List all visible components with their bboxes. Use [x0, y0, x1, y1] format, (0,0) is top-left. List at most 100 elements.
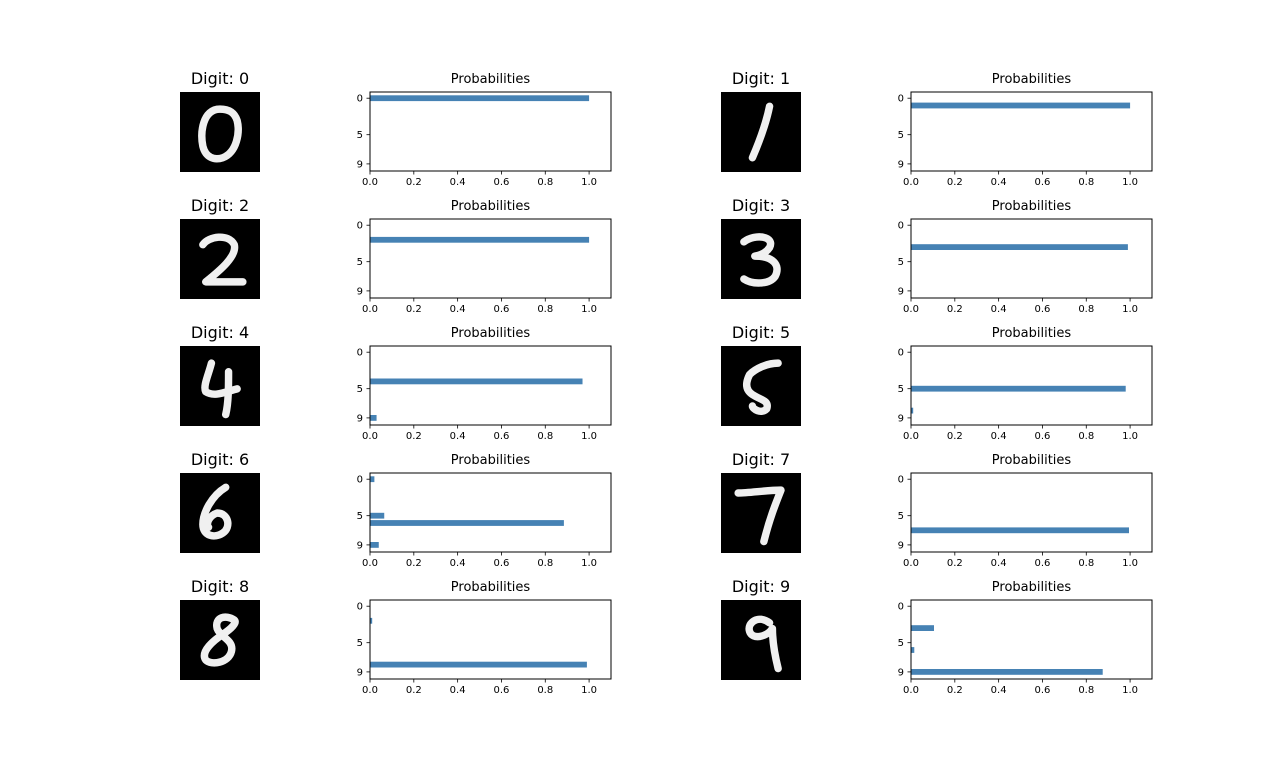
y-tick-label: 9: [357, 667, 363, 678]
x-tick-label: 0.2: [947, 431, 963, 442]
x-tick-label: 1.0: [581, 558, 597, 569]
digit-image-title: Digit: 5: [732, 323, 790, 342]
digit-glyph-stroke: [740, 233, 781, 287]
chart-title: Probabilities: [992, 453, 1072, 468]
y-tick-label: 0: [357, 94, 363, 105]
x-tick-label: 0.4: [991, 304, 1007, 315]
x-tick-label: 0.6: [494, 304, 510, 315]
x-tick-label: 0.4: [450, 177, 466, 188]
y-tick-label: 0: [357, 221, 363, 232]
digit-glyph-group: [743, 359, 782, 415]
x-tick-label: 1.0: [1122, 177, 1138, 188]
chart-title: Probabilities: [992, 326, 1072, 341]
chart-title: Probabilities: [451, 199, 531, 214]
digit-image-panel: Digit: 9: [721, 577, 801, 680]
y-tick-label: 9: [357, 413, 363, 424]
x-tick-label: 0.8: [1078, 431, 1094, 442]
y-tick-label: 0: [357, 475, 363, 486]
digit-image-title: Digit: 4: [191, 323, 249, 342]
y-tick-label: 5: [898, 384, 904, 395]
y-tick-label: 9: [357, 286, 363, 297]
x-tick-label: 0.2: [406, 558, 422, 569]
plot-frame: [369, 91, 612, 172]
x-tick-label: 0.2: [406, 177, 422, 188]
chart-title: Probabilities: [451, 326, 531, 341]
probability-chart: Probabilities 0.0 0.2 0.4 0.6 0.8 1.0 0 5 9: [898, 326, 1153, 442]
probability-bar: [911, 647, 915, 653]
y-tick-label: 0: [898, 348, 904, 359]
x-tick-label: 0.8: [537, 304, 553, 315]
digit-image-panel: Digit: 3: [721, 196, 801, 299]
digit-image-title: Digit: 7: [732, 450, 790, 469]
x-tick-label: 0.8: [1078, 685, 1094, 696]
digit-glyph-stroke: [734, 486, 785, 546]
x-tick-label: 0.2: [947, 304, 963, 315]
probability-bar: [370, 542, 379, 548]
probability-bar: [911, 625, 935, 631]
digit-image-title: Digit: 1: [732, 69, 790, 88]
digit-image-title: Digit: 2: [191, 196, 249, 215]
chart-title: Probabilities: [451, 580, 531, 595]
probability-chart: Probabilities 0.0 0.2 0.4 0.6 0.8 1.0 0 5 9: [898, 453, 1153, 569]
chart-title: Probabilities: [992, 580, 1072, 595]
y-tick-label: 5: [898, 257, 904, 268]
y-tick-label: 5: [357, 511, 363, 522]
chart-title: Probabilities: [992, 72, 1072, 87]
plot-frame: [369, 472, 612, 553]
y-tick-label: 9: [898, 159, 904, 170]
digit-image-title: Digit: 8: [191, 577, 249, 596]
probability-bar: [911, 244, 1128, 250]
digit-glyph-stroke: [199, 483, 232, 540]
x-tick-label: 0.2: [947, 685, 963, 696]
x-tick-label: 0.2: [406, 431, 422, 442]
probability-bar: [911, 102, 1131, 109]
probability-bar: [370, 95, 590, 102]
digit-image-panel: Digit: 6: [180, 450, 260, 553]
y-tick-label: 5: [898, 130, 904, 141]
digit-image-panel: Digit: 0: [180, 69, 260, 172]
digit-image-panel: Digit: 8: [180, 577, 260, 680]
digit-glyph-stroke: [201, 359, 241, 419]
digit-glyph-stroke: [745, 615, 782, 673]
x-tick-label: 0.0: [903, 177, 919, 188]
x-tick-label: 1.0: [1122, 431, 1138, 442]
digit-glyph-stroke: [743, 359, 782, 415]
plot-frame: [369, 345, 612, 426]
probability-bar: [911, 527, 1129, 534]
x-tick-label: 0.2: [947, 177, 963, 188]
y-tick-label: 5: [357, 384, 363, 395]
x-tick-label: 0.0: [362, 177, 378, 188]
y-tick-label: 9: [898, 540, 904, 551]
x-tick-label: 0.6: [1035, 685, 1051, 696]
x-tick-label: 0.2: [406, 685, 422, 696]
y-tick-label: 5: [357, 257, 363, 268]
x-tick-label: 0.4: [450, 431, 466, 442]
plot-frame: [910, 472, 1153, 553]
y-tick-label: 9: [357, 540, 363, 551]
x-tick-label: 0.6: [1035, 304, 1051, 315]
probability-chart: Probabilities 0.0 0.2 0.4 0.6 0.8 1.0 0 5 9: [898, 72, 1153, 188]
probability-chart: Probabilities 0.0 0.2 0.4 0.6 0.8 1.0 0 5 9: [898, 199, 1153, 315]
x-tick-label: 0.0: [903, 431, 919, 442]
chart-title: Probabilities: [451, 72, 531, 87]
plot-frame: [910, 345, 1153, 426]
x-tick-label: 0.6: [494, 177, 510, 188]
y-tick-label: 9: [898, 413, 904, 424]
y-tick-label: 0: [898, 221, 904, 232]
x-tick-label: 0.0: [903, 304, 919, 315]
digit-glyph-group: [745, 615, 782, 673]
x-tick-label: 0.6: [494, 685, 510, 696]
x-tick-label: 0.4: [991, 431, 1007, 442]
x-tick-label: 0.4: [991, 685, 1007, 696]
probability-chart: Probabilities 0.0 0.2 0.4 0.6 0.8 1.0 0 5 9: [357, 326, 612, 442]
probability-bar: [911, 385, 1126, 392]
digit-glyph-group: [198, 105, 242, 163]
x-tick-label: 0.4: [450, 685, 466, 696]
x-tick-label: 0.6: [1035, 177, 1051, 188]
x-tick-label: 0.0: [362, 558, 378, 569]
chart-title: Probabilities: [451, 453, 531, 468]
digit-glyph-stroke: [199, 233, 247, 286]
y-tick-label: 5: [898, 511, 904, 522]
digit-glyph-group: [199, 233, 247, 286]
digit-image-panel: Digit: 7: [721, 450, 801, 553]
